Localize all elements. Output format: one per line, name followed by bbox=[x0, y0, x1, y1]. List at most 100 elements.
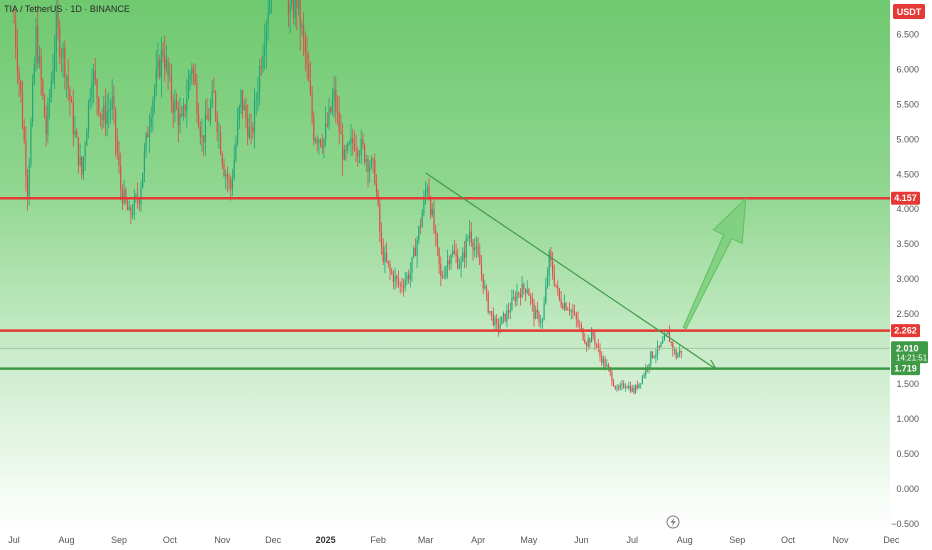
candle bbox=[624, 383, 626, 392]
candle bbox=[99, 112, 101, 127]
trendline[interactable] bbox=[425, 172, 716, 369]
candle bbox=[501, 316, 503, 325]
candle bbox=[33, 56, 35, 86]
y-tick-label: 2.500 bbox=[896, 309, 919, 319]
candle bbox=[192, 63, 195, 86]
lightning-icon[interactable] bbox=[666, 515, 680, 529]
candle bbox=[548, 249, 550, 287]
price-axis-background bbox=[890, 0, 932, 550]
candle bbox=[513, 289, 515, 301]
x-tick-label: Aug bbox=[58, 535, 74, 545]
candle bbox=[423, 189, 425, 217]
resistance-low-badge[interactable]: 2.262 bbox=[891, 324, 920, 338]
resistance-high-badge[interactable]: 4.157 bbox=[891, 191, 920, 205]
candle bbox=[91, 68, 93, 108]
candle bbox=[21, 80, 24, 130]
candle bbox=[616, 384, 618, 392]
candle bbox=[435, 224, 437, 246]
y-tick-label: 4.500 bbox=[896, 169, 919, 179]
x-tick-label: 2025 bbox=[316, 535, 336, 545]
projection-arrow[interactable] bbox=[682, 197, 747, 330]
candle bbox=[414, 238, 416, 257]
candle bbox=[115, 107, 117, 157]
candle bbox=[470, 222, 472, 247]
candle bbox=[619, 382, 621, 391]
candle bbox=[182, 98, 184, 121]
candle bbox=[462, 247, 464, 263]
candle bbox=[338, 96, 340, 145]
candle bbox=[563, 294, 566, 312]
x-tick-label: May bbox=[520, 535, 538, 545]
candle bbox=[106, 94, 108, 137]
candle bbox=[389, 260, 391, 281]
candle bbox=[142, 172, 144, 189]
currency-label: USDT bbox=[897, 7, 922, 17]
candle bbox=[628, 381, 630, 391]
candle bbox=[323, 137, 325, 159]
y-tick-label: 1.500 bbox=[896, 379, 919, 389]
candle bbox=[353, 130, 355, 152]
candle bbox=[37, 5, 39, 69]
candle bbox=[474, 238, 476, 257]
candle bbox=[309, 61, 311, 96]
candle bbox=[196, 74, 198, 124]
candle bbox=[343, 144, 345, 161]
candle bbox=[516, 283, 518, 306]
candle bbox=[147, 126, 149, 138]
candle bbox=[187, 69, 190, 100]
candle bbox=[533, 298, 535, 327]
candle bbox=[662, 335, 664, 344]
candle bbox=[401, 277, 403, 293]
candle bbox=[336, 94, 339, 126]
candle bbox=[248, 113, 250, 140]
candle bbox=[463, 241, 466, 269]
candle bbox=[330, 106, 332, 115]
candle bbox=[370, 155, 372, 170]
candle bbox=[524, 288, 527, 302]
support-badge[interactable]: 1.719 bbox=[891, 362, 920, 376]
candle bbox=[172, 94, 174, 129]
candle bbox=[270, 0, 272, 14]
candle bbox=[169, 62, 171, 82]
candle bbox=[635, 384, 637, 394]
time-axis[interactable]: Jul Aug Sep Oct Nov Dec 2025 Feb Mar Apr May Jun Jul… bbox=[8, 535, 900, 545]
candle bbox=[555, 284, 557, 289]
x-tick-label: Sep bbox=[111, 535, 127, 545]
candle bbox=[208, 108, 210, 122]
price-axis[interactable]: 6.500 6.000 5.500 5.000 4.500 4.000 3.500 3.000… bbox=[891, 29, 919, 528]
candle bbox=[618, 384, 620, 391]
candle bbox=[133, 189, 135, 220]
candle bbox=[367, 155, 369, 188]
candle bbox=[45, 105, 47, 146]
candle bbox=[613, 378, 615, 387]
candle bbox=[384, 245, 386, 273]
candle bbox=[645, 363, 647, 379]
candle bbox=[404, 271, 406, 292]
candle bbox=[626, 385, 628, 389]
candle bbox=[489, 311, 491, 316]
candle bbox=[143, 143, 145, 183]
candle bbox=[13, 7, 15, 24]
candle bbox=[601, 351, 603, 366]
candle bbox=[87, 99, 90, 139]
candle bbox=[77, 136, 79, 174]
candle bbox=[458, 258, 460, 270]
candle bbox=[40, 47, 42, 96]
candle bbox=[443, 266, 445, 280]
symbol-title[interactable]: TIA / TetherUS · 1D · BINANCE bbox=[4, 4, 130, 14]
currency-badge[interactable]: USDT bbox=[893, 4, 925, 19]
x-tick-label: Sep bbox=[729, 535, 745, 545]
candle bbox=[304, 31, 306, 72]
candle bbox=[247, 104, 249, 146]
candle bbox=[506, 304, 508, 328]
candle bbox=[140, 181, 142, 212]
candle bbox=[96, 78, 98, 116]
candle bbox=[111, 79, 113, 120]
resistance-low-value: 2.262 bbox=[894, 326, 917, 336]
candle bbox=[162, 41, 164, 63]
candle bbox=[303, 12, 305, 56]
candle bbox=[60, 47, 62, 73]
candle bbox=[606, 359, 608, 368]
